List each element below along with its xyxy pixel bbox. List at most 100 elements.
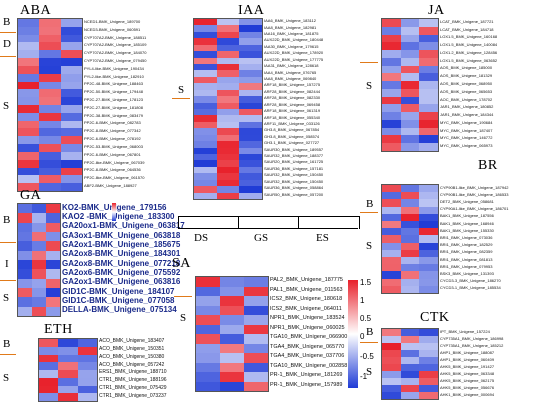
heatmap-cell bbox=[39, 393, 59, 401]
heatmap-cell bbox=[39, 346, 59, 355]
heatmap-cell bbox=[400, 228, 420, 236]
gene-label: PP2C-6-BMK_Unigene_067801 bbox=[84, 151, 141, 157]
gene-label: PYL2-like-BMK_Unigene_182910 bbox=[84, 73, 144, 79]
heatmap-eth bbox=[38, 338, 98, 402]
heatmap-cell bbox=[194, 70, 217, 77]
gene-label: AUX22D_BMK_Unigene_178920 bbox=[264, 50, 324, 56]
heatmap-cell bbox=[419, 364, 438, 371]
heatmap-cell bbox=[382, 378, 401, 385]
heatmap-cell bbox=[18, 204, 32, 214]
heatmap-cell bbox=[39, 362, 59, 370]
heatmap-cell bbox=[382, 235, 401, 243]
heatmap-cell bbox=[39, 159, 61, 168]
heatmap-cell bbox=[216, 179, 240, 187]
gene-label: TGA4_BMK_Unigene_037706 bbox=[270, 353, 345, 359]
gene-label: AOC_BMK_Unigene_178702 bbox=[440, 96, 493, 102]
heatmap-cell bbox=[419, 343, 438, 350]
heatmap-cell bbox=[382, 104, 401, 113]
heatmap-cell bbox=[419, 192, 438, 200]
heatmap-cell bbox=[196, 343, 220, 353]
heatmap-cell bbox=[220, 286, 244, 296]
heatmap-cell bbox=[77, 393, 97, 401]
heatmap-cell bbox=[60, 89, 82, 98]
heatmap-cell bbox=[194, 31, 217, 39]
heatmap-cell bbox=[194, 44, 217, 52]
heatmap-cell bbox=[419, 57, 438, 66]
heatmap-cell bbox=[216, 70, 240, 77]
gene-label: AOS_BMK_Unigene_068950 bbox=[440, 81, 493, 86]
heatmap-cell bbox=[39, 183, 61, 191]
heatmap-cell bbox=[400, 50, 420, 58]
gene-label: SAUR20_BMK_Unigene_161725 bbox=[264, 159, 324, 165]
heatmap-cell bbox=[400, 213, 420, 221]
heatmap-cell bbox=[18, 105, 40, 113]
heatmap-cell bbox=[239, 89, 262, 97]
heatmap-cell bbox=[400, 249, 420, 257]
gene-label: TGA10_BMK_Unigene_002858 bbox=[270, 362, 348, 369]
heatmap-cell bbox=[419, 65, 438, 74]
heatmap-cell bbox=[194, 102, 217, 109]
heatmap-cell bbox=[39, 377, 59, 386]
color-scale-small bbox=[112, 203, 116, 221]
heatmap-cell bbox=[239, 51, 262, 58]
heatmap-cell bbox=[39, 128, 61, 137]
gene-label: AHP1_BMK_Unigene_060409 bbox=[440, 356, 495, 362]
heatmap-cell bbox=[239, 70, 262, 77]
scale-tick: -0.5 bbox=[360, 352, 374, 361]
heatmap-cell bbox=[400, 185, 420, 193]
gene-label: PP2C-38-BMK_Unigene_083479 bbox=[84, 112, 143, 118]
stage-label-es: ES bbox=[316, 232, 329, 244]
heatmap-cell bbox=[18, 112, 40, 121]
gene-label: GA3ox1-BMK_Unigene_063818 bbox=[62, 230, 181, 240]
gene-label: IAA4_BMK_Unigene_076765 bbox=[264, 69, 317, 75]
heatmap-cell bbox=[419, 264, 438, 272]
heatmap-cell bbox=[220, 324, 244, 334]
heatmap-cell bbox=[60, 34, 82, 43]
heatmap-cell bbox=[216, 38, 240, 45]
gene-label: DELLA-BMK_Unigene_075134 bbox=[62, 305, 177, 315]
gene-label: LCAT_BMK_Unigene_184718 bbox=[440, 26, 494, 32]
heatmap-cell bbox=[196, 286, 220, 296]
heatmap-cell bbox=[239, 147, 262, 154]
heatmap-cell bbox=[239, 44, 262, 52]
scale-tick: 1 bbox=[360, 296, 365, 305]
heatmap-cell bbox=[32, 259, 46, 270]
heatmap-cell bbox=[60, 65, 82, 74]
heatmap-cell bbox=[382, 81, 401, 89]
heatmap-cell bbox=[382, 57, 401, 66]
heatmap-cell bbox=[382, 264, 401, 272]
heatmap-cell bbox=[419, 206, 438, 214]
gene-label: AHK5_BMK_Unigene_063348 bbox=[440, 370, 495, 376]
heatmap-cell bbox=[39, 34, 61, 43]
heatmap-cell bbox=[18, 287, 32, 298]
gene-label: GA2ox1-BMK_Unigene_185675 bbox=[62, 239, 181, 249]
gene-label: PR-1_BMK_Unigene_181269 bbox=[270, 372, 343, 378]
gene-label: TGA10_BMK_Unigene_066900 bbox=[270, 334, 348, 340]
heatmap-cell bbox=[400, 65, 420, 74]
gene-label: MYC_BMK_Unigene_146772 bbox=[440, 135, 493, 141]
heatmap-cell bbox=[382, 357, 401, 364]
heatmap-aba bbox=[17, 18, 83, 192]
heatmap-cell bbox=[18, 297, 32, 307]
heatmap-cell bbox=[194, 166, 217, 174]
group-label-s: S bbox=[366, 366, 373, 378]
heatmap-cell bbox=[400, 343, 420, 350]
gene-label: CYP90A1-like_BMK_Unigene_186701 bbox=[440, 206, 509, 212]
gene-label: AHP1_BMK_Unigene_188087 bbox=[440, 349, 495, 355]
heatmap-cell bbox=[60, 120, 82, 129]
gene-label: ARF18_BMK_Unigene_157275 bbox=[264, 82, 321, 88]
heatmap-cell bbox=[239, 19, 262, 26]
group-label-s: S bbox=[366, 240, 373, 252]
gene-label: AHK5_BMK_Unigene_191427 bbox=[440, 363, 495, 369]
heatmap-cell bbox=[32, 297, 46, 307]
gene-label: KAO2 -BMK_Unigene_183300 bbox=[62, 211, 175, 221]
heatmap-sa bbox=[195, 276, 269, 392]
gene-label: GA2ox8-BMK_Unigene_077218 bbox=[62, 258, 181, 268]
heatmap-cell bbox=[419, 357, 438, 364]
heatmap-cell bbox=[239, 160, 262, 167]
heatmap-cell bbox=[220, 315, 244, 325]
group-separator bbox=[0, 280, 16, 281]
stage-divider bbox=[238, 216, 239, 228]
gene-label: CYP735A1_BMK_Unigene_186998 bbox=[440, 335, 504, 341]
gene-labels-br: CYP90B1-like_BMK_Unigene_187942 CYP90B1-l… bbox=[440, 184, 509, 292]
